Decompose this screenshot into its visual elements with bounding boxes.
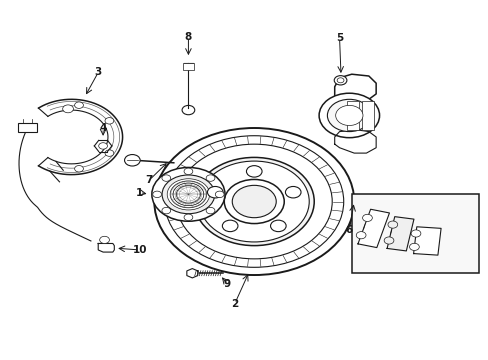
Circle shape [246,166,262,177]
Circle shape [99,143,107,149]
Circle shape [100,236,109,243]
Circle shape [75,166,83,172]
Circle shape [124,154,140,166]
Circle shape [183,214,192,221]
Circle shape [224,180,284,224]
Polygon shape [186,269,198,278]
Circle shape [162,175,170,181]
Circle shape [384,237,393,244]
Bar [18,123,37,132]
Circle shape [167,179,209,210]
Circle shape [206,207,215,214]
Circle shape [152,191,161,198]
Circle shape [176,185,200,203]
Circle shape [105,118,114,124]
Text: 8: 8 [184,32,192,41]
Circle shape [152,167,224,221]
Circle shape [336,78,343,83]
Bar [346,101,358,130]
Circle shape [173,183,203,206]
Circle shape [222,220,238,231]
Polygon shape [39,99,122,175]
Circle shape [232,185,276,218]
Circle shape [176,144,331,259]
Text: 4: 4 [99,123,106,133]
Text: 5: 5 [335,33,343,43]
Bar [351,194,478,273]
Bar [361,101,373,130]
Circle shape [333,76,346,85]
Text: 1: 1 [136,188,143,198]
Circle shape [362,214,371,221]
Circle shape [319,93,379,138]
Circle shape [207,186,223,198]
Circle shape [285,186,301,198]
Circle shape [206,175,215,181]
Circle shape [170,181,206,208]
Circle shape [387,221,397,228]
Circle shape [327,99,370,132]
Text: 9: 9 [224,279,230,289]
Polygon shape [98,243,114,252]
Polygon shape [334,74,375,130]
Circle shape [408,243,418,251]
Circle shape [154,128,353,275]
Circle shape [162,175,214,214]
Text: 3: 3 [94,67,102,77]
Circle shape [183,168,192,175]
Circle shape [199,161,308,242]
Circle shape [270,220,285,231]
Circle shape [105,150,114,156]
Circle shape [215,191,224,198]
Circle shape [62,105,73,113]
Bar [182,63,194,69]
Polygon shape [386,217,413,251]
Circle shape [162,207,170,214]
Circle shape [335,105,362,126]
Circle shape [356,231,366,239]
Text: 7: 7 [145,175,153,185]
Circle shape [75,102,83,108]
Text: 10: 10 [132,245,146,255]
Polygon shape [334,130,375,153]
Circle shape [164,136,343,267]
Text: 2: 2 [231,299,238,309]
Polygon shape [413,227,440,255]
Text: 6: 6 [345,225,352,235]
Circle shape [194,157,314,246]
Polygon shape [357,209,388,248]
Circle shape [410,230,420,237]
